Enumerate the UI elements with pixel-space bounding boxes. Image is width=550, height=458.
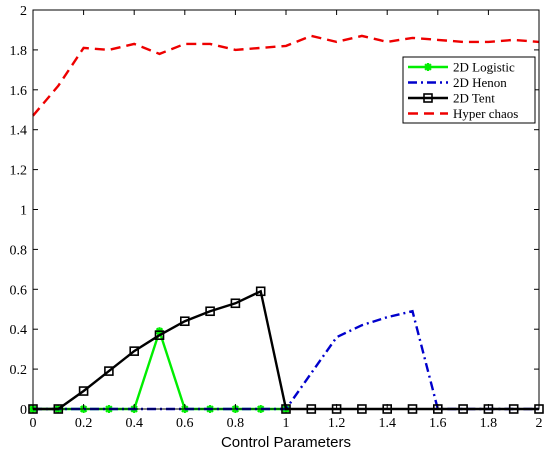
data-point-2-8 (230, 298, 241, 309)
x-tick-label: 0.2 (75, 416, 93, 431)
x-tick-label: 1.6 (429, 416, 447, 431)
series-0-group (29, 327, 290, 413)
series-2-group (28, 286, 544, 414)
x-tick-label: 1.4 (378, 416, 396, 431)
axes: 0 0.2 0.4 0.6 0.8 1 1.2 1.4 1.6 1.8 2 0 0.2 0.4 0.6 0.8… (10, 4, 543, 451)
legend-entry-2: 2D Tent (408, 91, 495, 106)
x-tick-label: 2 (536, 416, 543, 431)
y-tick-label: 1 (20, 204, 27, 219)
legend-marker-0 (424, 63, 432, 71)
series-line-3 (32, 34, 540, 117)
y-tick-label: 0.6 (10, 283, 28, 298)
y-tick-label: 0.2 (10, 363, 28, 378)
data-point-2-5 (154, 330, 165, 340)
data-point-2-9 (255, 286, 266, 297)
legend-entry-3: Hyper chaos (408, 106, 518, 121)
y-tick-label: 0 (20, 403, 27, 418)
data-point-2-7 (205, 306, 215, 317)
legend-marker-2 (423, 93, 433, 103)
x-tick-label: 1 (283, 416, 290, 431)
series-3-group (32, 34, 540, 117)
legend-entry-0: 2D Logistic (408, 60, 515, 75)
x-tick-label: 0.8 (227, 416, 245, 431)
y-tick-label: 1.4 (10, 124, 28, 139)
data-point-2-3 (104, 366, 114, 376)
legend-label-2: 2D Tent (453, 91, 495, 106)
series-line-0 (33, 327, 286, 411)
x-tick-label: 1.2 (328, 416, 346, 431)
y-tick-label: 1.6 (10, 84, 28, 99)
x-tick-label: 0 (30, 416, 37, 431)
legend-label-3: Hyper chaos (453, 106, 518, 121)
series-line-2 (33, 289, 539, 411)
y-tick-label: 0.4 (10, 323, 28, 338)
x-axis-title: Control Parameters (221, 434, 351, 451)
x-tick-label: 1.8 (480, 416, 498, 431)
x-tick-label: 0.4 (125, 416, 143, 431)
series-line-1 (33, 309, 539, 411)
y-tick-label: 1.2 (10, 164, 28, 179)
y-tick-label: 0.8 (10, 243, 28, 258)
x-tick-label: 0.6 (176, 416, 194, 431)
data-point-2-2 (78, 386, 89, 396)
y-tick-label: 1.8 (10, 44, 28, 59)
y-tick-label: 2 (20, 4, 27, 19)
legend-label-1: 2D Henon (453, 75, 507, 90)
data-point-2-4 (129, 346, 139, 356)
legend-entry-1: 2D Henon (408, 75, 507, 90)
data-point-2-6 (180, 316, 190, 327)
series-1-group (33, 309, 539, 411)
legend-label-0: 2D Logistic (453, 60, 515, 75)
